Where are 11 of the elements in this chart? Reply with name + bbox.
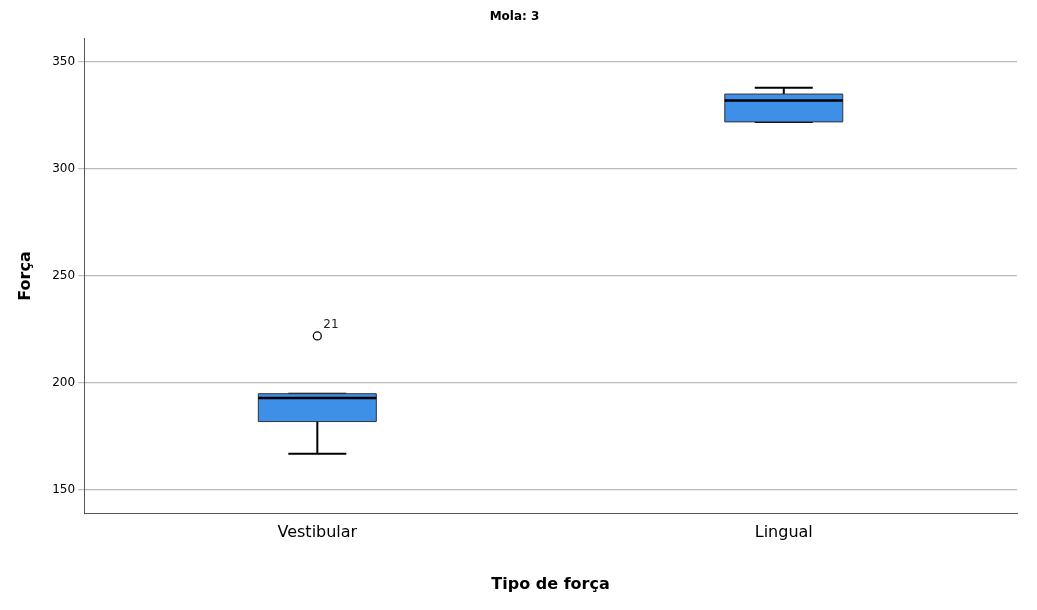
y-tick-label: 300 (52, 161, 76, 176)
y-tick-label: 200 (52, 375, 76, 390)
y-tick-label: 250 (52, 268, 76, 283)
y-tick-label: 350 (52, 54, 76, 69)
chart-title: Mola: 3 (489, 9, 540, 24)
y-axis-title: Força (14, 251, 34, 301)
x-axis-title: Tipo de força (491, 573, 610, 593)
annotation: 21 (323, 316, 339, 331)
x-tick-label: Vestibular (277, 522, 358, 542)
y-tick-label: 150 (52, 482, 76, 497)
x-tick-label: Lingual (754, 522, 813, 542)
